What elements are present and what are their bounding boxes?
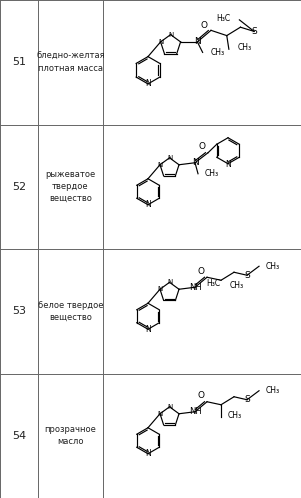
Text: S: S	[251, 27, 257, 36]
Text: CH₃: CH₃	[230, 281, 244, 290]
Text: N: N	[145, 200, 151, 209]
Text: 52: 52	[12, 182, 26, 192]
Text: CH₃: CH₃	[211, 48, 225, 57]
Text: 54: 54	[12, 431, 26, 441]
Text: S: S	[244, 395, 250, 404]
Text: N: N	[158, 39, 163, 45]
Text: O: O	[197, 267, 204, 276]
Text: N: N	[194, 37, 201, 46]
Text: NH: NH	[189, 283, 201, 292]
Text: 51: 51	[12, 57, 26, 67]
Text: N: N	[167, 279, 172, 285]
Text: N: N	[167, 404, 172, 410]
Text: N: N	[225, 160, 231, 169]
Text: N: N	[145, 325, 151, 334]
Text: белое твердое
вещество: белое твердое вещество	[38, 301, 103, 322]
Text: H₃C: H₃C	[216, 14, 230, 23]
Text: N: N	[157, 162, 163, 168]
Text: N: N	[167, 155, 172, 161]
Text: N: N	[157, 286, 163, 292]
Text: O: O	[197, 391, 204, 400]
Text: CH₃: CH₃	[266, 262, 280, 271]
Text: рыжеватое
твердое
вещество: рыжеватое твердое вещество	[45, 170, 96, 203]
Text: N: N	[168, 32, 173, 38]
Text: бледно-желтая
плотная масса: бледно-желтая плотная масса	[36, 52, 105, 73]
Text: CH₃: CH₃	[205, 169, 219, 178]
Text: N: N	[145, 449, 151, 458]
Text: CH₃: CH₃	[228, 411, 242, 420]
Text: прозрачное
масло: прозрачное масло	[45, 425, 96, 446]
Text: CH₃: CH₃	[266, 386, 280, 395]
Text: O: O	[200, 20, 207, 29]
Text: O: O	[199, 142, 206, 151]
Text: 53: 53	[12, 306, 26, 316]
Text: NH: NH	[189, 407, 201, 416]
Text: N: N	[145, 79, 151, 89]
Text: H₃C: H₃C	[206, 279, 220, 288]
Text: S: S	[244, 271, 250, 280]
Text: N: N	[157, 411, 163, 417]
Text: N: N	[192, 158, 198, 167]
Text: CH₃: CH₃	[237, 43, 251, 52]
